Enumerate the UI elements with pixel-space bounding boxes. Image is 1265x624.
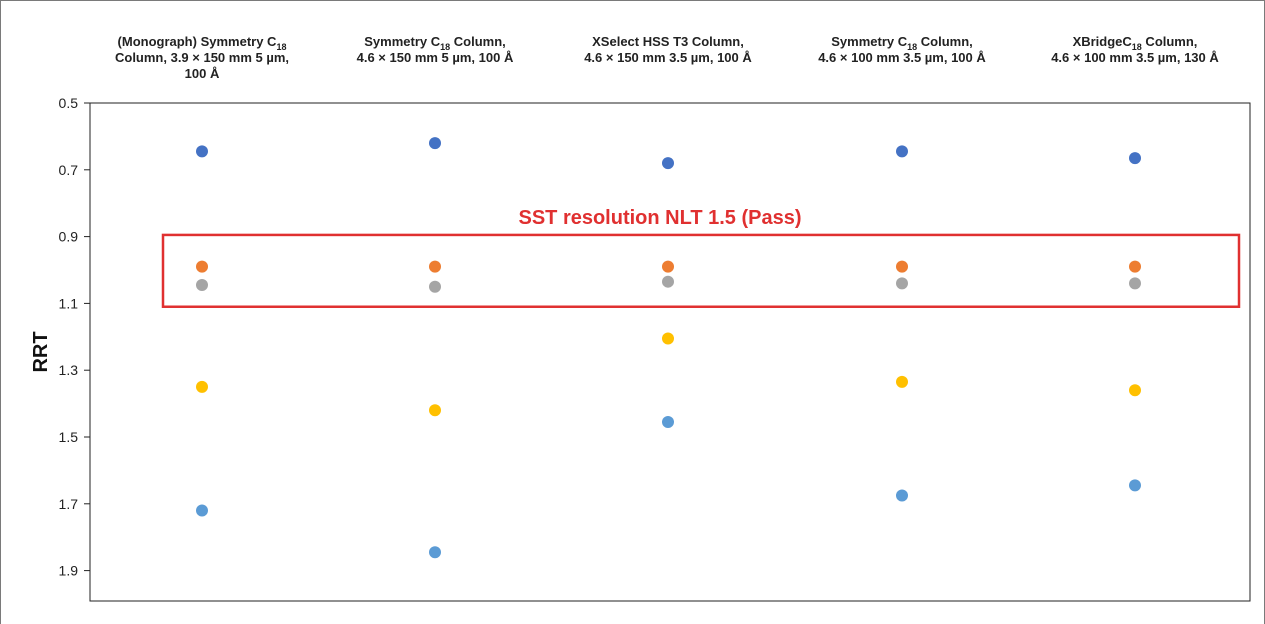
column-header-1-line3: 100 Å (185, 66, 220, 81)
data-point-series-1-col-1 (196, 145, 208, 158)
data-point-series-1-col-3 (662, 157, 674, 170)
data-point-series-1-col-4 (896, 145, 908, 158)
column-header-1-line2: Column, 3.9 × 150 mm 5 µm, (115, 50, 289, 65)
column-header-1-line1: (Monograph) Symmetry C18 (118, 34, 287, 52)
data-point-series-2-col-2 (429, 260, 441, 273)
header-text-cont: Column, (1142, 34, 1198, 49)
y-tick-label: 1.5 (59, 429, 79, 445)
y-tick-label: 1.3 (59, 362, 79, 378)
column-header-5-line1: XBridgeC18 Column, (1073, 34, 1198, 52)
header-text: 4.6 × 100 mm 3.5 µm, 100 Å (818, 50, 986, 65)
data-points (196, 137, 1141, 559)
data-point-series-1-col-2 (429, 137, 441, 150)
header-subscript: 18 (1132, 42, 1142, 52)
data-point-series-3-col-4 (896, 277, 908, 290)
header-text: XSelect HSS T3 Column, (592, 34, 744, 49)
plot-area (89, 102, 1251, 602)
header-text: 4.6 × 150 mm 5 µm, 100 Å (357, 50, 514, 65)
data-point-series-3-col-5 (1129, 277, 1141, 290)
header-text: (Monograph) Symmetry C (118, 34, 278, 49)
data-point-series-2-col-3 (662, 260, 674, 273)
header-text: Symmetry C (364, 34, 440, 49)
data-point-series-2-col-4 (896, 260, 908, 273)
data-point-series-1-col-5 (1129, 152, 1141, 165)
header-text: XBridgeC (1073, 34, 1133, 49)
y-tick-label: 1.9 (59, 563, 79, 579)
column-header-3-line1: XSelect HSS T3 Column, (592, 34, 744, 49)
header-text-cont: Column, (450, 34, 506, 49)
y-tick-label: 1.1 (59, 295, 79, 311)
column-header-4-line1: Symmetry C18 Column, (831, 34, 973, 52)
y-tick-label: 0.5 (59, 95, 79, 111)
header-text: Column, 3.9 × 150 mm 5 µm, (115, 50, 289, 65)
column-header-4-line2: 4.6 × 100 mm 3.5 µm, 100 Å (818, 50, 986, 65)
header-subscript: 18 (907, 42, 917, 52)
data-point-series-5-col-2 (429, 546, 441, 559)
data-point-series-3-col-1 (196, 279, 208, 292)
data-point-series-4-col-5 (1129, 384, 1141, 397)
annotation-layer: SST resolution NLT 1.5 (Pass) (161, 207, 1241, 308)
y-tick-label: 0.7 (59, 162, 79, 178)
data-point-series-5-col-4 (896, 489, 908, 502)
y-tick-label: 1.7 (59, 496, 79, 512)
column-header-2-line2: 4.6 × 150 mm 5 µm, 100 Å (357, 50, 514, 65)
header-subscript: 18 (440, 42, 450, 52)
y-axis-label: RRT (30, 331, 52, 372)
y-axis-ticks: 0.5 0.7 0.9 1.1 1.3 1.5 1.7 1.9 (59, 95, 90, 579)
column-header-2-line1: Symmetry C18 Column, (364, 34, 506, 52)
header-text: Symmetry C (831, 34, 907, 49)
header-text: 4.6 × 100 mm 3.5 µm, 130 Å (1051, 50, 1219, 65)
sst-resolution-box (161, 233, 1241, 308)
header-text-cont: Column, (917, 34, 973, 49)
data-point-series-5-col-5 (1129, 479, 1141, 492)
data-point-series-4-col-2 (429, 404, 441, 417)
data-point-series-3-col-3 (662, 275, 674, 288)
data-point-series-2-col-1 (196, 260, 208, 273)
header-text: 4.6 × 150 mm 3.5 µm, 100 Å (584, 50, 752, 65)
header-text: 100 Å (185, 66, 220, 81)
y-tick-label: 0.9 (59, 229, 79, 245)
column-header-5-line2: 4.6 × 100 mm 3.5 µm, 130 Å (1051, 50, 1219, 65)
data-point-series-2-col-5 (1129, 260, 1141, 273)
data-point-series-3-col-2 (429, 280, 441, 293)
data-point-series-4-col-3 (662, 332, 674, 345)
data-point-series-5-col-3 (662, 415, 674, 428)
sst-resolution-label: SST resolution NLT 1.5 (Pass) (518, 207, 801, 229)
data-point-series-4-col-4 (896, 375, 908, 388)
data-point-series-4-col-1 (196, 380, 208, 393)
data-point-series-5-col-1 (196, 504, 208, 517)
header-subscript: 18 (276, 42, 286, 52)
column-header-3-line2: 4.6 × 150 mm 3.5 µm, 100 Å (584, 50, 752, 65)
